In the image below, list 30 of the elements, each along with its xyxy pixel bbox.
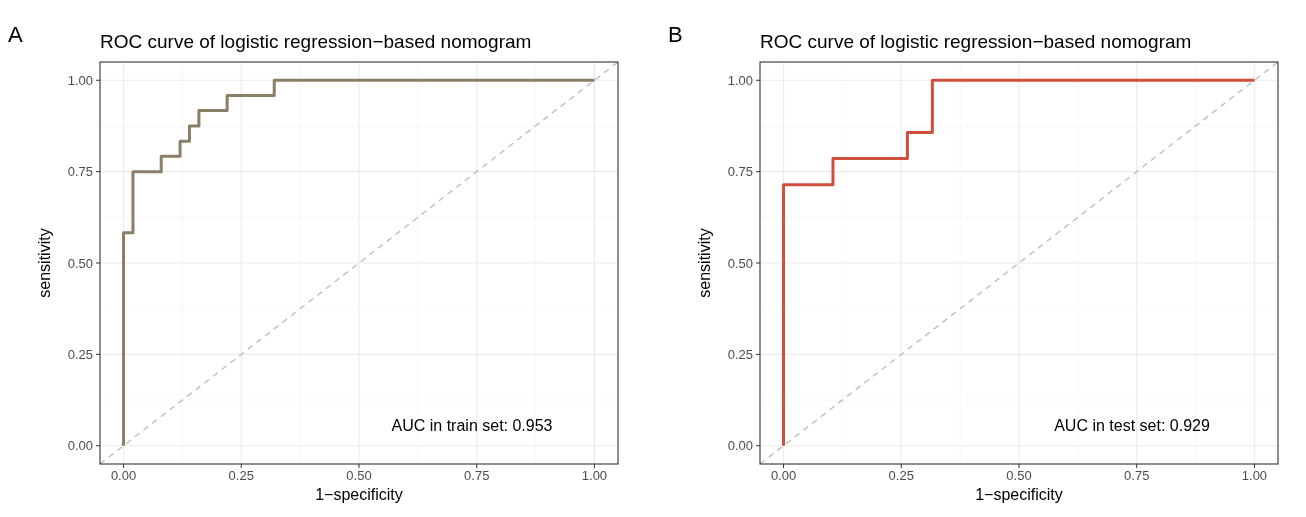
y-tick-label: 0.00 xyxy=(67,438,93,454)
annotation: AUC in train set: 0.953 xyxy=(391,417,553,435)
y-tick-label: 0.75 xyxy=(67,164,93,180)
annotation: AUC in test set: 0.929 xyxy=(1054,417,1210,435)
x-tick-label: 1.00 xyxy=(1241,468,1268,483)
text: B xyxy=(668,22,683,47)
x-tick-label: 0.00 xyxy=(110,468,137,483)
x-axis-title: 1−specificity xyxy=(315,486,403,503)
y-tick-label: 1.00 xyxy=(67,72,93,88)
x-tick-label: 0.50 xyxy=(346,468,372,483)
x-tick-label: 0.00 xyxy=(770,468,797,483)
y-tick-label: 0.75 xyxy=(727,164,753,180)
chart-title: ROC curve of logistic regression−based nomogram xyxy=(100,31,532,52)
y-axis-title: sensitivity xyxy=(696,228,713,298)
x-tick-label: 1.00 xyxy=(581,468,608,483)
x-tick-label: 0.75 xyxy=(1124,468,1150,483)
text: A xyxy=(8,22,23,47)
y-tick-label: 0.50 xyxy=(67,255,93,271)
y-tick-label: 0.50 xyxy=(727,255,753,271)
y-tick-label: 0.25 xyxy=(67,346,93,362)
y-axis-title: sensitivity xyxy=(36,228,53,298)
x-tick-label: 0.50 xyxy=(1006,468,1032,483)
y-tick-label: 0.25 xyxy=(727,346,753,362)
chart-title: ROC curve of logistic regression−based nomogram xyxy=(760,31,1192,52)
x-axis-title: 1−specificity xyxy=(975,486,1063,503)
x-tick-label: 0.25 xyxy=(228,468,254,483)
y-tick-label: 1.00 xyxy=(727,72,753,88)
y-tick-label: 0.00 xyxy=(727,438,753,454)
x-tick-label: 0.75 xyxy=(464,468,490,483)
x-tick-label: 0.25 xyxy=(888,468,914,483)
